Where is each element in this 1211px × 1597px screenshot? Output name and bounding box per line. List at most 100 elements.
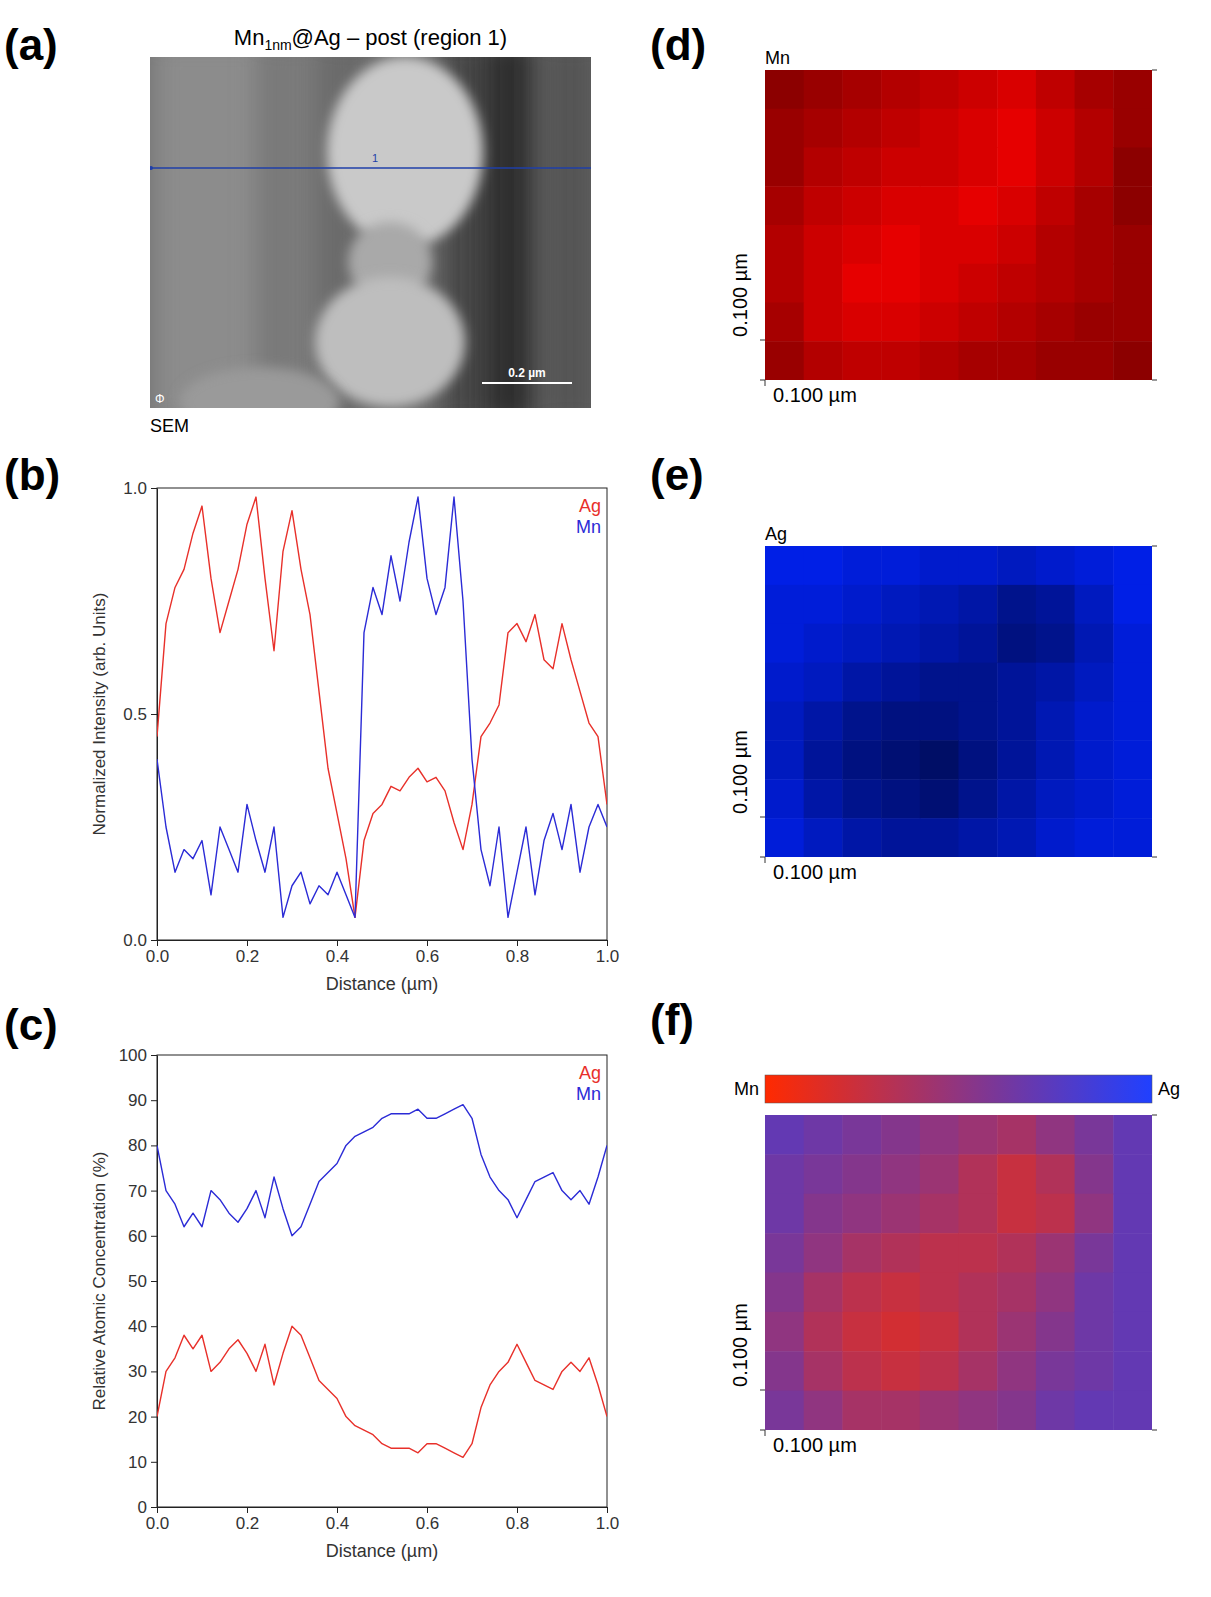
- map-cell: [804, 1273, 843, 1313]
- map-cell: [1036, 1233, 1075, 1273]
- map-cell: [1113, 702, 1152, 741]
- map-cell: [1113, 70, 1152, 109]
- tick-mark: [151, 1100, 157, 1101]
- map-cell: [881, 702, 920, 741]
- tick: 1.0: [123, 479, 157, 498]
- tick-label: 0.6: [416, 1514, 440, 1533]
- map-cell: [1036, 303, 1075, 342]
- tick-label: 0.0: [146, 947, 170, 966]
- tick-mark: [151, 1145, 157, 1146]
- scale-tick: [760, 340, 765, 341]
- map-cell: [997, 1115, 1036, 1155]
- map-cell: [842, 624, 881, 663]
- map-cell: [920, 186, 959, 225]
- map-cell: [804, 1233, 843, 1273]
- series-line: [157, 497, 607, 917]
- map-cell: [1075, 264, 1114, 303]
- map-cell: [804, 1391, 843, 1430]
- map-cell: [881, 303, 920, 342]
- map-cell: [920, 1194, 959, 1234]
- map-cell: [1036, 818, 1075, 857]
- tick-mark: [337, 1507, 338, 1513]
- map-cell: [842, 341, 881, 380]
- tick-label: 70: [128, 1182, 147, 1201]
- y-axis-title: Relative Atomic Concentration (%): [90, 1152, 109, 1411]
- map-cell: [765, 186, 804, 225]
- map-cell: [997, 585, 1036, 624]
- map-cell: [881, 264, 920, 303]
- y-axis: 0102030405060708090100: [119, 1046, 158, 1517]
- tick-label: 0.5: [123, 705, 147, 724]
- map-cell: [997, 624, 1036, 663]
- map-cell: [959, 148, 998, 187]
- map-cell: [997, 546, 1036, 585]
- map-cell: [959, 1273, 998, 1313]
- map-cell: [1113, 818, 1152, 857]
- map-cell: [1075, 186, 1114, 225]
- tick: 80: [128, 1136, 157, 1155]
- tick-label: 100: [119, 1046, 147, 1065]
- map-cell: [997, 341, 1036, 380]
- map-cell: [1075, 109, 1114, 148]
- map-cell: [804, 1351, 843, 1391]
- map-cell: [765, 1391, 804, 1430]
- map-cell: [842, 779, 881, 818]
- tick-mark: [151, 1281, 157, 1282]
- map-cell: [765, 818, 804, 857]
- map-cell: [1075, 740, 1114, 779]
- map-cell: [1113, 740, 1152, 779]
- map-cell: [1075, 546, 1114, 585]
- map-cell: [1075, 70, 1114, 109]
- map-cell: [1036, 702, 1075, 741]
- panel-letter: (b): [4, 450, 60, 499]
- tick-label: 0.6: [416, 947, 440, 966]
- tick-mark: [151, 714, 157, 715]
- map-cell: [1075, 585, 1114, 624]
- map-cell: [1113, 663, 1152, 702]
- map-cell: [1075, 702, 1114, 741]
- tick-mark: [517, 940, 518, 946]
- x-axis: 0.00.20.40.60.81.0: [146, 1507, 620, 1533]
- tick-label: 0.2: [236, 1514, 260, 1533]
- tick-mark: [151, 1462, 157, 1463]
- map-cell: [842, 303, 881, 342]
- colorbar: [765, 1075, 1152, 1103]
- map-cell: [881, 740, 920, 779]
- legend-entry: Mn: [576, 517, 601, 537]
- sem-texture: [540, 57, 591, 408]
- series-line: [157, 1326, 607, 1457]
- map-cell: [1036, 740, 1075, 779]
- tick: 0.6: [416, 940, 440, 966]
- map-cell: [804, 818, 843, 857]
- tick: 0.4: [326, 940, 350, 966]
- tick-mark: [607, 940, 608, 946]
- map-cell: [959, 109, 998, 148]
- map-cell: [920, 264, 959, 303]
- map-cell: [804, 109, 843, 148]
- scale-bar: [482, 382, 572, 384]
- map-cell: [842, 702, 881, 741]
- map-cell: [765, 663, 804, 702]
- map-cell: [765, 1194, 804, 1234]
- map-cell: [804, 1115, 843, 1155]
- panel-title: Mn1nm@Ag – post (region 1): [234, 25, 507, 53]
- map-cell: [804, 740, 843, 779]
- sem-particle: [327, 57, 483, 247]
- panel-letter: (f): [650, 995, 694, 1044]
- map-cell: [1036, 264, 1075, 303]
- map-cell: [959, 702, 998, 741]
- tick-label: 20: [128, 1408, 147, 1427]
- tick-mark: [337, 940, 338, 946]
- map-cell: [997, 1312, 1036, 1352]
- panel-letter: (c): [4, 1000, 58, 1049]
- map-cell: [1075, 818, 1114, 857]
- map-cell: [1113, 1273, 1152, 1313]
- map-cell: [1075, 1115, 1114, 1155]
- map-cell: [1075, 624, 1114, 663]
- map-cell: [842, 740, 881, 779]
- map-cell: [765, 341, 804, 380]
- plot-frame: [157, 1055, 607, 1507]
- map-cell: [997, 225, 1036, 264]
- map-cell: [1113, 1391, 1152, 1430]
- map-cell: [881, 546, 920, 585]
